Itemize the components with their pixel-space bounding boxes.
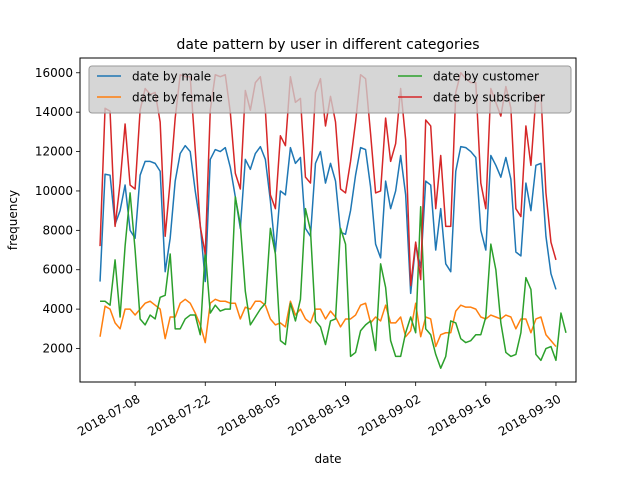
y-tick-label: 14000 [35, 105, 73, 119]
legend-label-2: date by customer [433, 70, 539, 84]
y-tick-label: 4000 [42, 302, 73, 316]
plot-frame [79, 57, 577, 383]
y-tick-label: 2000 [42, 342, 73, 356]
y-tick-label: 16000 [35, 66, 73, 80]
series-line-2 [100, 192, 567, 369]
y-tick-label: 6000 [42, 263, 73, 277]
x-axis-label: date [314, 452, 341, 466]
legend-label-0: date by male [132, 70, 211, 84]
series-line-1 [99, 298, 557, 348]
y-tick-label: 12000 [35, 145, 73, 159]
legend-label-1: date by female [132, 91, 223, 105]
y-axis-label: frequency [6, 190, 20, 250]
chart-title: date pattern by user in different catego… [176, 37, 479, 53]
legend-label-3: date by subscriber [433, 91, 545, 105]
y-tick-label: 10000 [35, 184, 73, 198]
legend-box [88, 65, 572, 114]
y-tick-label: 8000 [42, 223, 73, 237]
series-line-0 [99, 144, 557, 295]
legend: date by male date by female date by custom… [88, 65, 572, 114]
y-axis-ticks: 2000 4000 6000 8000 10000 12000 14000 16000 [35, 66, 80, 356]
